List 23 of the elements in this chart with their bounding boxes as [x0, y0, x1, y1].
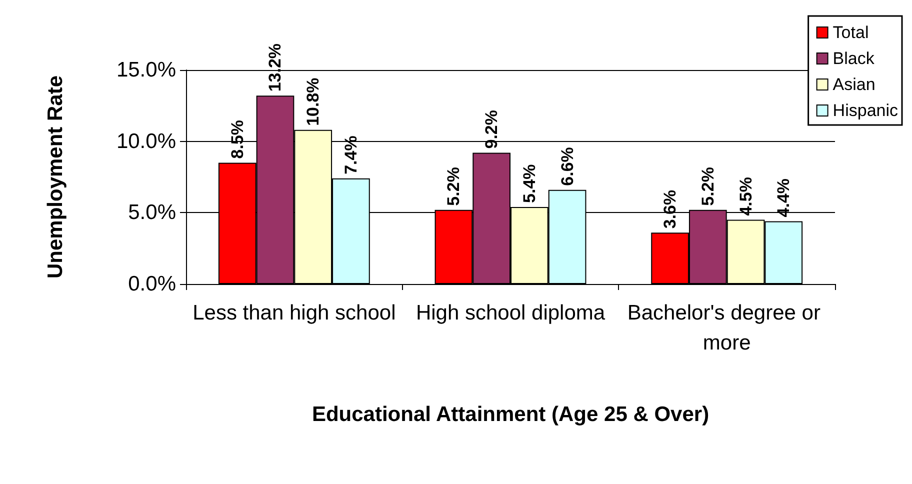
- x-tick-label: Less than high school: [192, 302, 396, 324]
- data-label: 5.2%: [444, 167, 464, 206]
- x-axis-title: Educational Attainment (Age 25 & Over): [312, 403, 710, 426]
- x-tick-label: Bachelor's degree or more: [627, 302, 826, 354]
- data-label: 4.4%: [774, 178, 794, 218]
- legend-label: Asian: [832, 75, 876, 94]
- y-tick-label: 0.0%: [128, 272, 176, 296]
- data-label: 8.5%: [228, 120, 247, 159]
- y-axis-title: Unemployment Rate: [44, 75, 67, 279]
- y-tick-label: 10.0%: [116, 130, 176, 153]
- y-tick-label: 5.0%: [128, 201, 176, 224]
- data-label: 5.2%: [698, 167, 718, 206]
- data-label: 10.8%: [304, 78, 323, 126]
- legend-label: Black: [832, 49, 875, 68]
- data-label: 6.6%: [558, 147, 577, 186]
- data-label: 5.4%: [520, 164, 539, 203]
- y-tick-label: 15.0%: [116, 58, 176, 82]
- data-label: 7.4%: [341, 136, 360, 174]
- legend-label: Total: [832, 23, 869, 42]
- legend-label: Hispanic: [832, 101, 898, 120]
- x-tick-label: High school diploma: [416, 302, 606, 324]
- data-label: 13.2%: [266, 43, 285, 92]
- data-label: 4.5%: [736, 177, 756, 216]
